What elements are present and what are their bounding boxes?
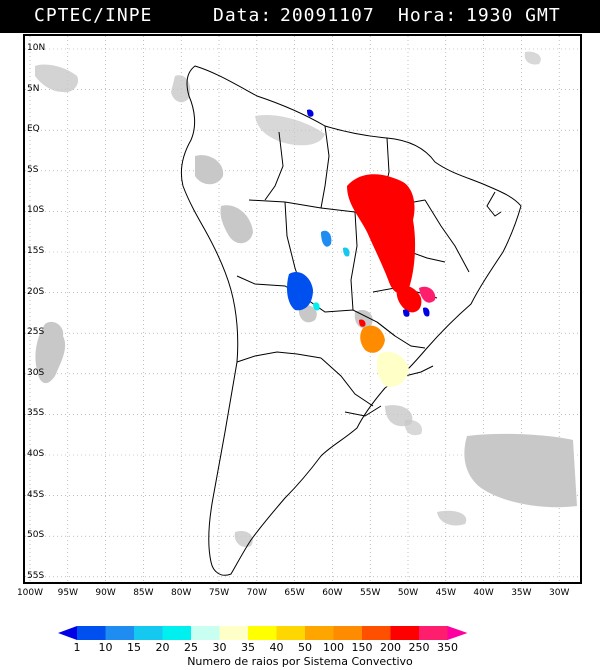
color-legend-title: Numero de raios por Sistema Convectivo — [187, 655, 413, 668]
latitude-label: 55S — [27, 570, 45, 581]
colorbar-segment — [333, 626, 363, 640]
map-panel: 10N 5N EQ 5S 10S 15S 20S 25S 30S 35S 40S 45S 50S 55S — [23, 34, 582, 584]
cloud-cover — [35, 51, 577, 548]
latitude-label: 20S — [27, 286, 45, 297]
longitude-label: 95W — [57, 588, 78, 598]
colorbar-value-label: 25 — [184, 641, 198, 654]
latitude-label: 10S — [27, 205, 45, 216]
longitude-label: 85W — [133, 588, 154, 598]
colorbar-segment — [419, 626, 448, 640]
time-label: Hora: — [398, 5, 458, 26]
latitude-label: 40S — [27, 449, 45, 459]
latitude-label: EQ — [27, 124, 40, 135]
colorbar-value-label: 100 — [323, 641, 344, 654]
latitude-label: 15S — [27, 246, 45, 256]
latitude-label: 35S — [27, 408, 45, 419]
colorbar-value-label: 350 — [437, 641, 458, 654]
colorbar-value-label: 30 — [212, 641, 227, 654]
map-canvas — [25, 36, 580, 582]
colorbar-value-label: 150 — [351, 641, 373, 654]
colorbar-value-label: 20 — [155, 641, 170, 654]
longitude-label: 80W — [171, 588, 192, 598]
colorbar-value-label: 35 — [241, 641, 255, 654]
latitude-label: 50S — [27, 530, 45, 541]
date-label: Data: — [213, 5, 273, 26]
latitude-label: 30S — [27, 367, 45, 378]
lightning-cells — [287, 109, 436, 388]
graticule — [25, 36, 580, 582]
colorbar-segment — [305, 626, 334, 640]
latitude-label: 45S — [27, 489, 45, 500]
colorbar-segment — [134, 626, 163, 640]
longitude-label: 30W — [549, 588, 570, 598]
colorbar-value-label: 1 — [73, 641, 81, 654]
longitude-label: 65W — [284, 588, 305, 598]
colorbar-segment — [362, 626, 391, 640]
colorbar-left-arrow — [58, 626, 77, 640]
longitude-label: 55W — [360, 588, 381, 598]
agency-label: CPTEC/INPE — [34, 5, 153, 26]
colorbar-segment — [248, 626, 277, 640]
latitude-label: 5S — [27, 164, 39, 175]
coastlines-and-borders — [180, 65, 522, 576]
colorbar-segment — [276, 626, 306, 640]
colorbar-segment — [162, 626, 192, 640]
latitude-label: 25S — [27, 327, 45, 338]
colorbar-segment — [219, 626, 249, 640]
colorbar-value-label: 50 — [298, 641, 312, 654]
color-legend-bar — [58, 626, 468, 640]
latitude-label: 10N — [27, 43, 46, 53]
longitude-label: 90W — [95, 588, 116, 598]
colorbar-value-label: 250 — [408, 641, 430, 654]
colorbar-right-arrow — [447, 626, 468, 640]
longitude-label: 35W — [511, 588, 532, 598]
title-bar: CPTEC/INPE Data: 20091107 Hora: 1930 GMT — [0, 0, 600, 33]
date-value: 20091107 — [280, 5, 375, 26]
colorbar-value-label: 200 — [380, 641, 401, 654]
longitude-label: 50W — [397, 588, 419, 598]
longitude-label: 45W — [435, 588, 456, 598]
longitude-label: 100W — [16, 588, 44, 598]
longitude-label: 75W — [208, 588, 230, 598]
colorbar-value-label: 40 — [269, 641, 284, 654]
colorbar-value-label: 15 — [127, 641, 141, 654]
latitude-label: 5N — [27, 83, 40, 94]
longitude-label: 70W — [246, 588, 267, 598]
longitude-label: 60W — [322, 588, 343, 598]
time-value: 1930 GMT — [466, 5, 561, 26]
colorbar-segment — [105, 626, 135, 640]
colorbar-segment — [191, 626, 220, 640]
colorbar-segment — [77, 626, 106, 640]
colorbar-value-label: 10 — [98, 641, 113, 654]
longitude-label: 40W — [473, 588, 494, 598]
colorbar-segment — [390, 626, 420, 640]
